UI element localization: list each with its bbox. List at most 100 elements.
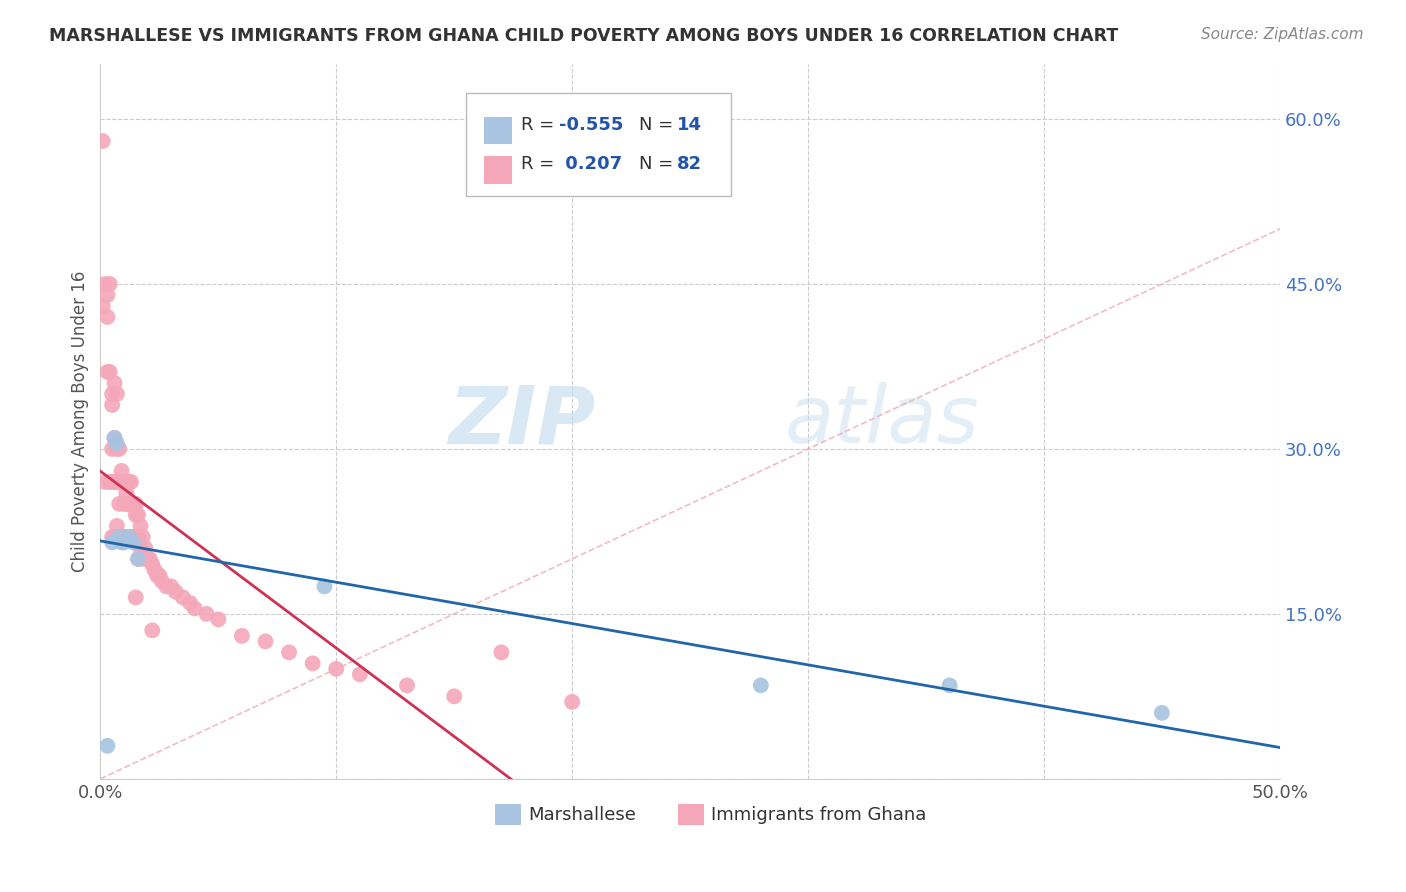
Point	[231, 629, 253, 643]
Text: MARSHALLESE VS IMMIGRANTS FROM GHANA CHILD POVERTY AMONG BOYS UNDER 16 CORRELATI: MARSHALLESE VS IMMIGRANTS FROM GHANA CHI…	[49, 27, 1118, 45]
Point	[749, 678, 772, 692]
Point	[101, 387, 124, 401]
Text: N =: N =	[640, 155, 679, 173]
Point	[98, 475, 121, 489]
Point	[115, 497, 138, 511]
Point	[105, 436, 128, 450]
Y-axis label: Child Poverty Among Boys Under 16: Child Poverty Among Boys Under 16	[72, 271, 89, 572]
Text: R =: R =	[522, 155, 561, 173]
Point	[105, 442, 128, 456]
Point	[129, 541, 152, 555]
Point	[125, 530, 148, 544]
Text: 0.207: 0.207	[560, 155, 623, 173]
Point	[314, 579, 336, 593]
Point	[101, 398, 124, 412]
Text: atlas: atlas	[785, 383, 979, 460]
Point	[101, 475, 124, 489]
Point	[349, 667, 371, 681]
Point	[132, 552, 155, 566]
Point	[96, 310, 118, 324]
Bar	[484, 156, 512, 184]
Point	[103, 431, 125, 445]
Point	[172, 591, 194, 605]
Point	[122, 535, 145, 549]
FancyBboxPatch shape	[465, 93, 731, 196]
Point	[112, 535, 135, 549]
Point	[122, 530, 145, 544]
Point	[148, 568, 170, 582]
Point	[118, 497, 141, 511]
Text: Immigrants from Ghana: Immigrants from Ghana	[711, 805, 927, 823]
Point	[301, 657, 323, 671]
Point	[101, 535, 124, 549]
Point	[938, 678, 960, 692]
Point	[101, 442, 124, 456]
Point	[91, 134, 114, 148]
Point	[395, 678, 418, 692]
Point	[160, 579, 183, 593]
Point	[110, 475, 132, 489]
Point	[110, 535, 132, 549]
Point	[98, 365, 121, 379]
Point	[134, 541, 156, 555]
Point	[136, 552, 159, 566]
Point	[125, 508, 148, 522]
Point	[120, 475, 142, 489]
Point	[108, 475, 131, 489]
Text: Marshallese: Marshallese	[529, 805, 637, 823]
Point	[108, 497, 131, 511]
Text: 82: 82	[678, 155, 702, 173]
Point	[94, 277, 117, 291]
Point	[115, 486, 138, 500]
Point	[278, 645, 301, 659]
Point	[561, 695, 583, 709]
Point	[108, 530, 131, 544]
Point	[96, 288, 118, 302]
Point	[96, 739, 118, 753]
Text: R =: R =	[522, 116, 561, 134]
Text: 14: 14	[678, 116, 702, 134]
Point	[94, 475, 117, 489]
Point	[325, 662, 347, 676]
Text: N =: N =	[640, 116, 679, 134]
Point	[141, 558, 163, 572]
Text: -0.555: -0.555	[560, 116, 623, 134]
Point	[165, 585, 187, 599]
Point	[103, 376, 125, 390]
Point	[139, 552, 162, 566]
Point	[150, 574, 173, 588]
Point	[105, 387, 128, 401]
Point	[254, 634, 277, 648]
Point	[91, 299, 114, 313]
Point	[112, 497, 135, 511]
Point	[443, 690, 465, 704]
Point	[103, 530, 125, 544]
Point	[127, 530, 149, 544]
Point	[125, 497, 148, 511]
Point	[129, 519, 152, 533]
Text: Source: ZipAtlas.com: Source: ZipAtlas.com	[1201, 27, 1364, 42]
Point	[98, 277, 121, 291]
Point	[120, 530, 142, 544]
Point	[491, 645, 513, 659]
Point	[127, 552, 149, 566]
Point	[103, 431, 125, 445]
Point	[105, 475, 128, 489]
Point	[118, 530, 141, 544]
Point	[105, 519, 128, 533]
Point	[118, 530, 141, 544]
Bar	[495, 804, 522, 825]
Point	[110, 464, 132, 478]
Point	[183, 601, 205, 615]
Point	[143, 563, 166, 577]
Point	[146, 568, 169, 582]
Point	[101, 530, 124, 544]
Point	[155, 579, 177, 593]
Text: ZIP: ZIP	[449, 383, 596, 460]
Point	[96, 365, 118, 379]
Point	[118, 475, 141, 489]
Bar	[484, 117, 512, 145]
Point	[127, 552, 149, 566]
Point	[125, 591, 148, 605]
Point	[207, 612, 229, 626]
